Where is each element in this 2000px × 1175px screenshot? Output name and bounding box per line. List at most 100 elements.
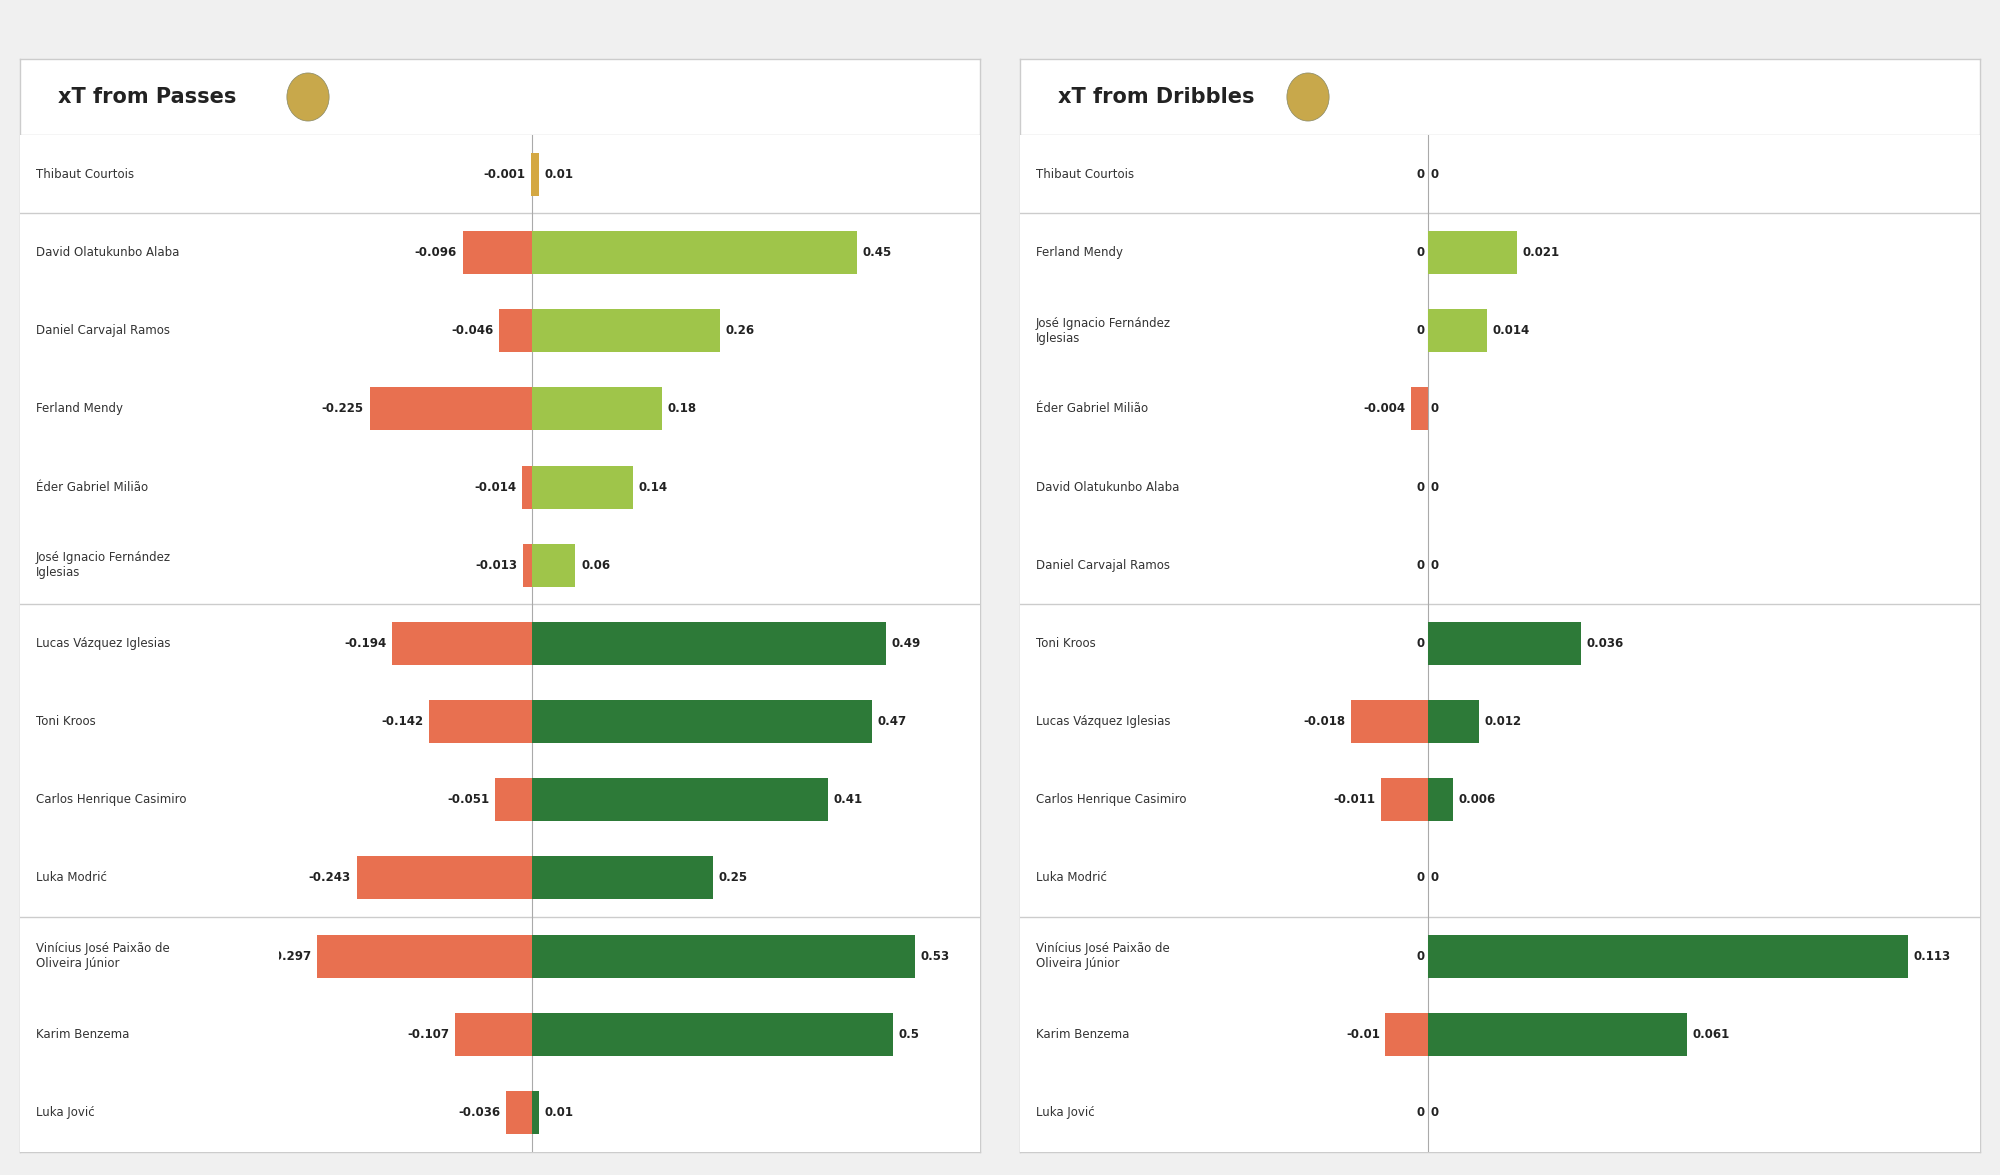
Text: 0.036: 0.036: [1586, 637, 1624, 650]
Bar: [392, 622, 532, 665]
Bar: [1428, 309, 1488, 352]
Text: Daniel Carvajal Ramos: Daniel Carvajal Ramos: [36, 324, 170, 337]
Text: 0.53: 0.53: [920, 949, 950, 962]
Text: Vinícius José Paixão de
Oliveira Júnior: Vinícius José Paixão de Oliveira Júnior: [1036, 942, 1170, 971]
Text: 0: 0: [1416, 872, 1426, 885]
Text: -0.036: -0.036: [458, 1106, 500, 1119]
Text: -0.107: -0.107: [408, 1028, 450, 1041]
Bar: [356, 857, 532, 899]
Bar: [496, 778, 532, 821]
Text: -0.014: -0.014: [474, 481, 516, 494]
Text: -0.225: -0.225: [322, 402, 364, 415]
Bar: [430, 700, 532, 743]
Text: David Olatukunbo Alaba: David Olatukunbo Alaba: [36, 246, 178, 258]
Bar: [532, 231, 858, 274]
Text: 0: 0: [1416, 637, 1426, 650]
Text: 0.25: 0.25: [718, 872, 748, 885]
Circle shape: [286, 73, 330, 121]
Text: -0.046: -0.046: [450, 324, 494, 337]
Text: 0: 0: [1430, 402, 1438, 415]
Bar: [1382, 778, 1428, 821]
Text: 0.01: 0.01: [544, 1106, 574, 1119]
Text: 0.45: 0.45: [862, 246, 892, 258]
Text: 0.49: 0.49: [892, 637, 920, 650]
Text: -0.142: -0.142: [382, 716, 424, 728]
Text: 0.06: 0.06: [582, 558, 610, 572]
Bar: [522, 544, 532, 586]
Text: -0.096: -0.096: [414, 246, 458, 258]
Bar: [318, 934, 532, 978]
Text: Karim Benzema: Karim Benzema: [1036, 1028, 1128, 1041]
Bar: [532, 153, 540, 196]
Bar: [506, 1090, 532, 1134]
Text: Luka Jović: Luka Jović: [36, 1106, 94, 1119]
Bar: [370, 388, 532, 430]
Text: Ferland Mendy: Ferland Mendy: [36, 402, 122, 415]
Text: 0.5: 0.5: [898, 1028, 920, 1041]
Text: 0.18: 0.18: [668, 402, 696, 415]
Bar: [1428, 231, 1518, 274]
Text: 0: 0: [1416, 949, 1426, 962]
Bar: [1428, 622, 1580, 665]
Text: José Ignacio Fernández
Iglesias: José Ignacio Fernández Iglesias: [1036, 317, 1170, 344]
Text: Karim Benzema: Karim Benzema: [36, 1028, 128, 1041]
Text: 0.006: 0.006: [1458, 793, 1496, 806]
Text: 0: 0: [1430, 168, 1438, 181]
Text: José Ignacio Fernández
Iglesias: José Ignacio Fernández Iglesias: [36, 551, 170, 579]
Text: Thibaut Courtois: Thibaut Courtois: [36, 168, 134, 181]
Bar: [1410, 388, 1428, 430]
Text: Ferland Mendy: Ferland Mendy: [1036, 246, 1122, 258]
Bar: [498, 309, 532, 352]
Text: -0.001: -0.001: [484, 168, 526, 181]
Text: 0: 0: [1416, 481, 1426, 494]
Bar: [1386, 1013, 1428, 1055]
Text: 0.26: 0.26: [726, 324, 754, 337]
Text: -0.051: -0.051: [448, 793, 490, 806]
Text: -0.018: -0.018: [1304, 716, 1346, 728]
Text: 0.061: 0.061: [1692, 1028, 1730, 1041]
Text: 0.014: 0.014: [1492, 324, 1530, 337]
Bar: [1428, 1013, 1686, 1055]
Circle shape: [1286, 73, 1330, 121]
Bar: [532, 465, 634, 509]
Text: 0.113: 0.113: [1914, 949, 1950, 962]
Text: 0: 0: [1430, 1106, 1438, 1119]
Text: 0: 0: [1416, 246, 1426, 258]
Text: 0: 0: [1430, 558, 1438, 572]
Text: 0: 0: [1416, 168, 1426, 181]
Bar: [522, 465, 532, 509]
Text: Carlos Henrique Casimiro: Carlos Henrique Casimiro: [1036, 793, 1186, 806]
Bar: [1428, 700, 1478, 743]
Bar: [532, 544, 576, 586]
Bar: [1428, 934, 1908, 978]
Bar: [532, 1090, 540, 1134]
Bar: [532, 934, 914, 978]
Bar: [532, 700, 872, 743]
Text: 0.021: 0.021: [1522, 246, 1560, 258]
Text: 0: 0: [1430, 872, 1438, 885]
Text: 0: 0: [1416, 1106, 1426, 1119]
Text: Lucas Vázquez Iglesias: Lucas Vázquez Iglesias: [36, 637, 170, 650]
Text: 0.01: 0.01: [544, 168, 574, 181]
Text: 0: 0: [1430, 481, 1438, 494]
Text: -0.013: -0.013: [476, 558, 518, 572]
Bar: [462, 231, 532, 274]
Text: Carlos Henrique Casimiro: Carlos Henrique Casimiro: [36, 793, 186, 806]
Bar: [532, 857, 712, 899]
Bar: [532, 309, 720, 352]
Text: -0.297: -0.297: [270, 949, 312, 962]
Text: -0.194: -0.194: [344, 637, 386, 650]
Text: Toni Kroos: Toni Kroos: [1036, 637, 1096, 650]
Text: Daniel Carvajal Ramos: Daniel Carvajal Ramos: [1036, 558, 1170, 572]
Text: -0.243: -0.243: [308, 872, 350, 885]
Text: Vinícius José Paixão de
Oliveira Júnior: Vinícius José Paixão de Oliveira Júnior: [36, 942, 170, 971]
Text: Thibaut Courtois: Thibaut Courtois: [1036, 168, 1134, 181]
Text: 0.14: 0.14: [638, 481, 668, 494]
Bar: [1352, 700, 1428, 743]
Text: -0.011: -0.011: [1334, 793, 1376, 806]
Text: Éder Gabriel Milião: Éder Gabriel Milião: [36, 481, 148, 494]
Text: 0.47: 0.47: [878, 716, 906, 728]
Text: xT from Dribbles: xT from Dribbles: [1058, 87, 1254, 107]
Text: Toni Kroos: Toni Kroos: [36, 716, 96, 728]
Text: David Olatukunbo Alaba: David Olatukunbo Alaba: [1036, 481, 1178, 494]
